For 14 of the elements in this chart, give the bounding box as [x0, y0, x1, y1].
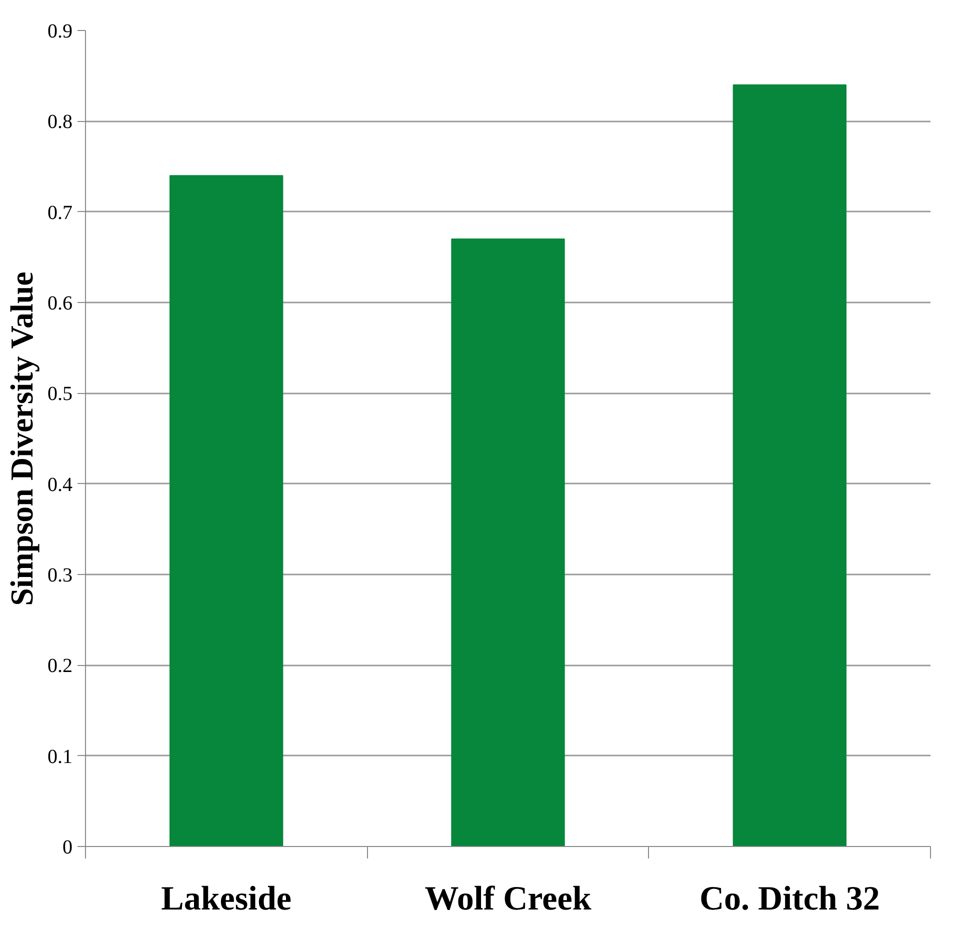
x-tick-label: Co. Ditch 32 — [699, 880, 880, 918]
y-tick-label: 0 — [62, 836, 72, 858]
y-axis-title: Simpson Diversity Value — [4, 272, 40, 606]
y-tick-label: 0.4 — [48, 474, 72, 496]
y-tick-label: 0.2 — [48, 655, 72, 678]
y-tick-label: 0.9 — [48, 20, 72, 42]
y-tick-label: 0.3 — [48, 564, 72, 586]
x-tick-label: Lakeside — [161, 880, 292, 918]
y-tick-label: 0.7 — [48, 202, 72, 224]
y-tick-label: 0.5 — [48, 383, 72, 406]
y-tick-label: 0.6 — [48, 292, 72, 314]
y-tick-label: 0.1 — [48, 746, 72, 768]
x-tick-label: Wolf Creek — [424, 880, 592, 918]
y-tick-label: 0.8 — [48, 111, 72, 134]
